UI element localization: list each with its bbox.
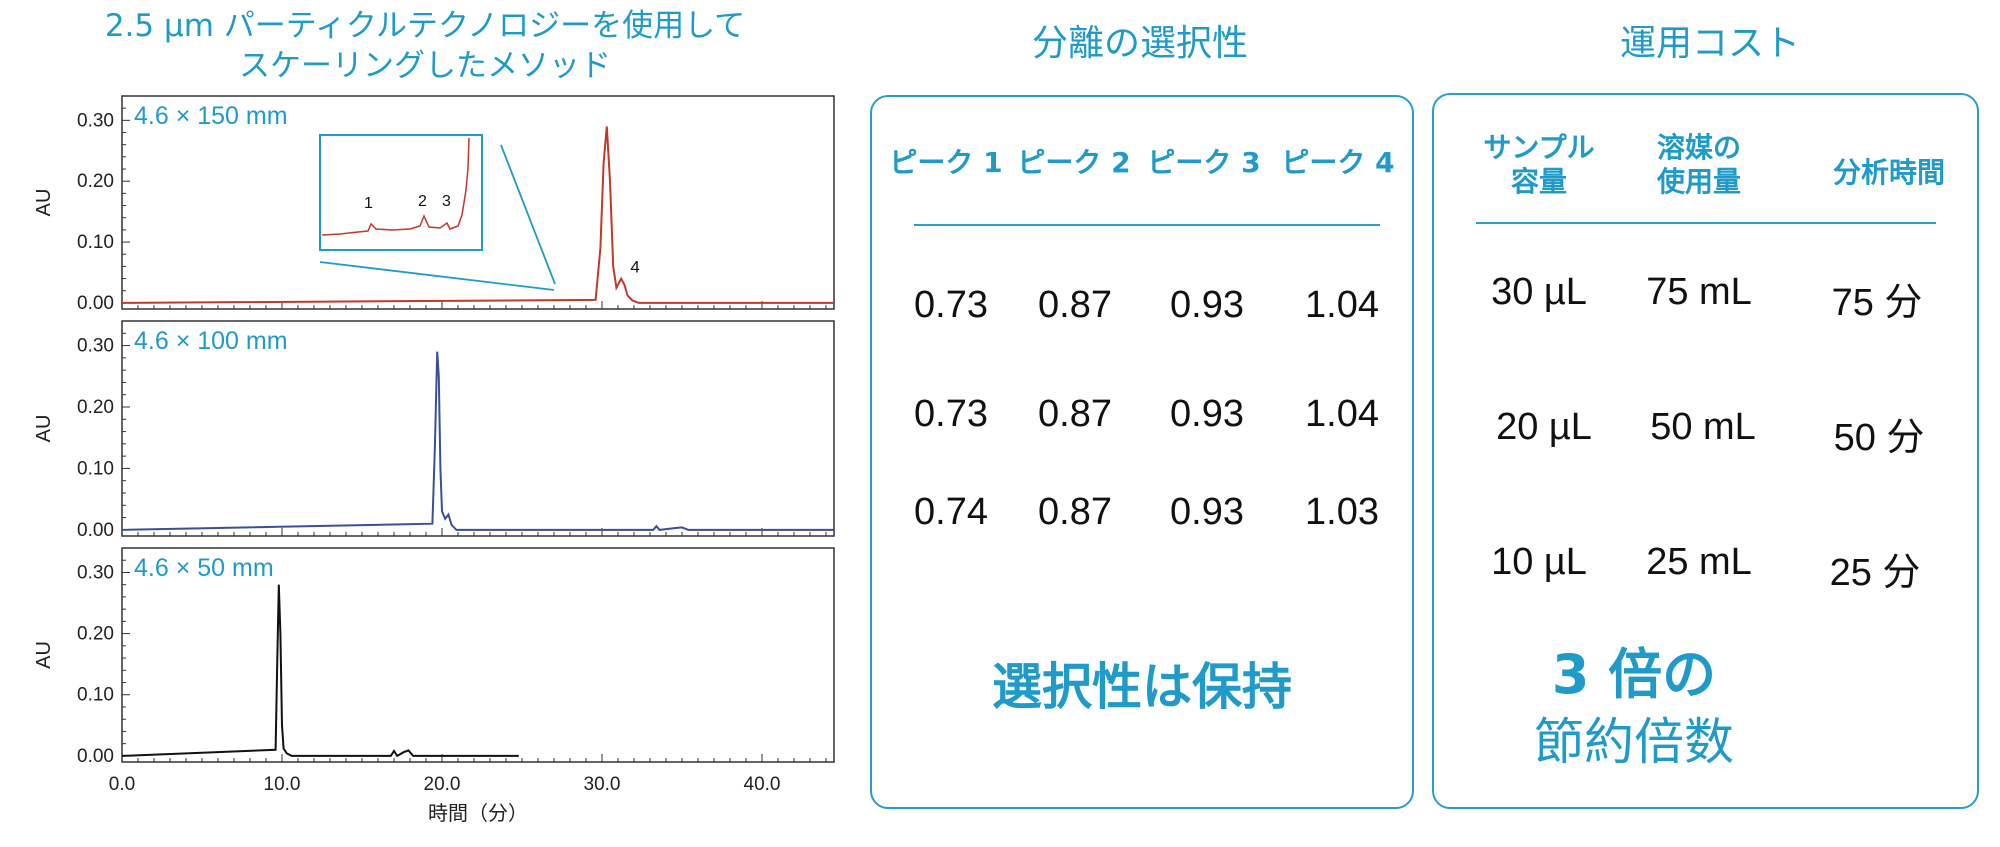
selectivity-panel: ピーク 1 ピーク 2 ピーク 3 ピーク 4 0.73 0.87 0.93 1… [870,95,1414,809]
selectivity-heading: 分離の選択性 [1031,23,1248,64]
cost-divider [1476,222,1936,224]
zoom-inset-box [319,134,483,251]
cost-cell: 75 mL [1646,271,1752,313]
y-tick-label: 0.20 [77,624,114,645]
y-axis-label: AU [33,415,55,443]
y-tick-label: 0.20 [77,171,114,192]
y-axis-label: AU [33,189,55,217]
cost-cell: 10 µL [1491,541,1587,583]
zoom-inset-trace [321,137,470,236]
cost-cell: 50 mL [1650,406,1756,448]
selectivity-cell: 0.73 [914,393,988,435]
cost-header-line: サンプル [1483,131,1595,164]
plot-frame [121,547,835,763]
column-size-label: 4.6 × 150 mm [134,102,288,130]
selectivity-cell: 0.87 [1038,284,1112,326]
selectivity-cell: 1.03 [1305,491,1379,533]
column-size-label: 4.6 × 100 mm [134,327,288,355]
selectivity-header-peak-2: ピーク 2 [1017,146,1131,179]
selectivity-cell: 0.74 [914,491,988,533]
chromatogram-title-line1: 2.5 µm パーティクルテクノロジーを使用して [104,8,746,44]
cost-conclusion-line2: 節約倍数 [1534,713,1734,771]
cost-cell: 25 分 [1829,552,1921,594]
selectivity-cell: 0.87 [1038,491,1112,533]
y-tick-label: 0.30 [77,562,114,583]
cost-header-line: 使用量 [1656,165,1741,198]
x-tick-label: 40.0 [744,774,781,795]
x-tick-label: 20.0 [424,774,461,795]
zoom-connector-line [500,144,556,285]
x-axis-label: 時間（分） [428,801,528,825]
y-tick-label: 0.20 [77,397,114,418]
selectivity-cell: 1.04 [1305,393,1379,435]
y-axis-label: AU [33,641,55,669]
chromatogram-title-line2: スケーリングしたメソッド [239,48,611,84]
chromatogram-trace [121,584,519,758]
cost-cell: 20 µL [1496,406,1592,448]
y-tick-label: 0.30 [77,336,114,357]
cost-cell: 75 分 [1831,282,1923,324]
selectivity-header-peak-4: ピーク 4 [1281,146,1395,179]
cost-conclusion-line1: 3 倍の [1551,643,1717,706]
column-size-label: 4.6 × 50 mm [134,554,274,582]
selectivity-cell: 0.73 [914,284,988,326]
x-tick-label: 10.0 [264,774,301,795]
peak-number-label: 4 [630,257,639,276]
cost-cell: 50 分 [1833,417,1925,459]
cost-header-sample-volume: サンプル 容量 [1474,131,1604,199]
inset-peak-label: 3 [442,193,451,210]
y-tick-label: 0.10 [77,685,114,706]
x-tick-label: 30.0 [584,774,621,795]
chromatogram-trace [121,126,834,304]
cost-heading: 運用コスト [1619,23,1800,64]
selectivity-header-peak-3: ピーク 3 [1147,146,1261,179]
selectivity-cell: 1.04 [1305,284,1379,326]
cost-panel: サンプル 容量 溶媒の 使用量 分析時間 30 µL 75 mL 75 分 20… [1432,93,1979,809]
y-tick-label: 0.10 [77,458,114,479]
cost-header-analysis-time: 分析時間 [1832,156,1945,189]
selectivity-divider [914,224,1380,226]
chromatogram-chart: 0.00 0.10 0.20 0.30 AU 4.6 × 150 mm 4 1 2 3 0.00 0.… [33,95,835,825]
x-tick-label: 0.0 [109,774,135,795]
chromatogram-trace [121,351,834,531]
plot-frame [121,95,835,310]
y-tick-label: 0.00 [77,520,114,541]
cost-cell: 25 mL [1646,541,1752,583]
cost-header-solvent-usage: 溶媒の 使用量 [1624,131,1774,199]
selectivity-cell: 0.93 [1170,491,1244,533]
selectivity-header-peak-1: ピーク 1 [889,146,1003,179]
inset-peak-label: 2 [418,193,427,210]
cost-header-line: 溶媒の [1656,131,1741,164]
y-tick-label: 0.00 [77,746,114,767]
zoom-connector-line [319,261,555,291]
cost-cell: 30 µL [1491,271,1587,313]
y-tick-label: 0.00 [77,293,114,314]
y-tick-label: 0.10 [77,232,114,253]
selectivity-cell: 0.87 [1038,393,1112,435]
inset-peak-label: 1 [364,195,373,212]
y-tick-label: 0.30 [77,110,114,131]
plot-frame [121,320,835,537]
cost-header-line: 容量 [1510,165,1567,198]
selectivity-conclusion: 選択性は保持 [992,658,1292,716]
chromatogram-title: 2.5 µm パーティクルテクノロジーを使用して スケーリングしたメソッド [60,6,790,86]
selectivity-cell: 0.93 [1170,284,1244,326]
selectivity-cell: 0.93 [1170,393,1244,435]
